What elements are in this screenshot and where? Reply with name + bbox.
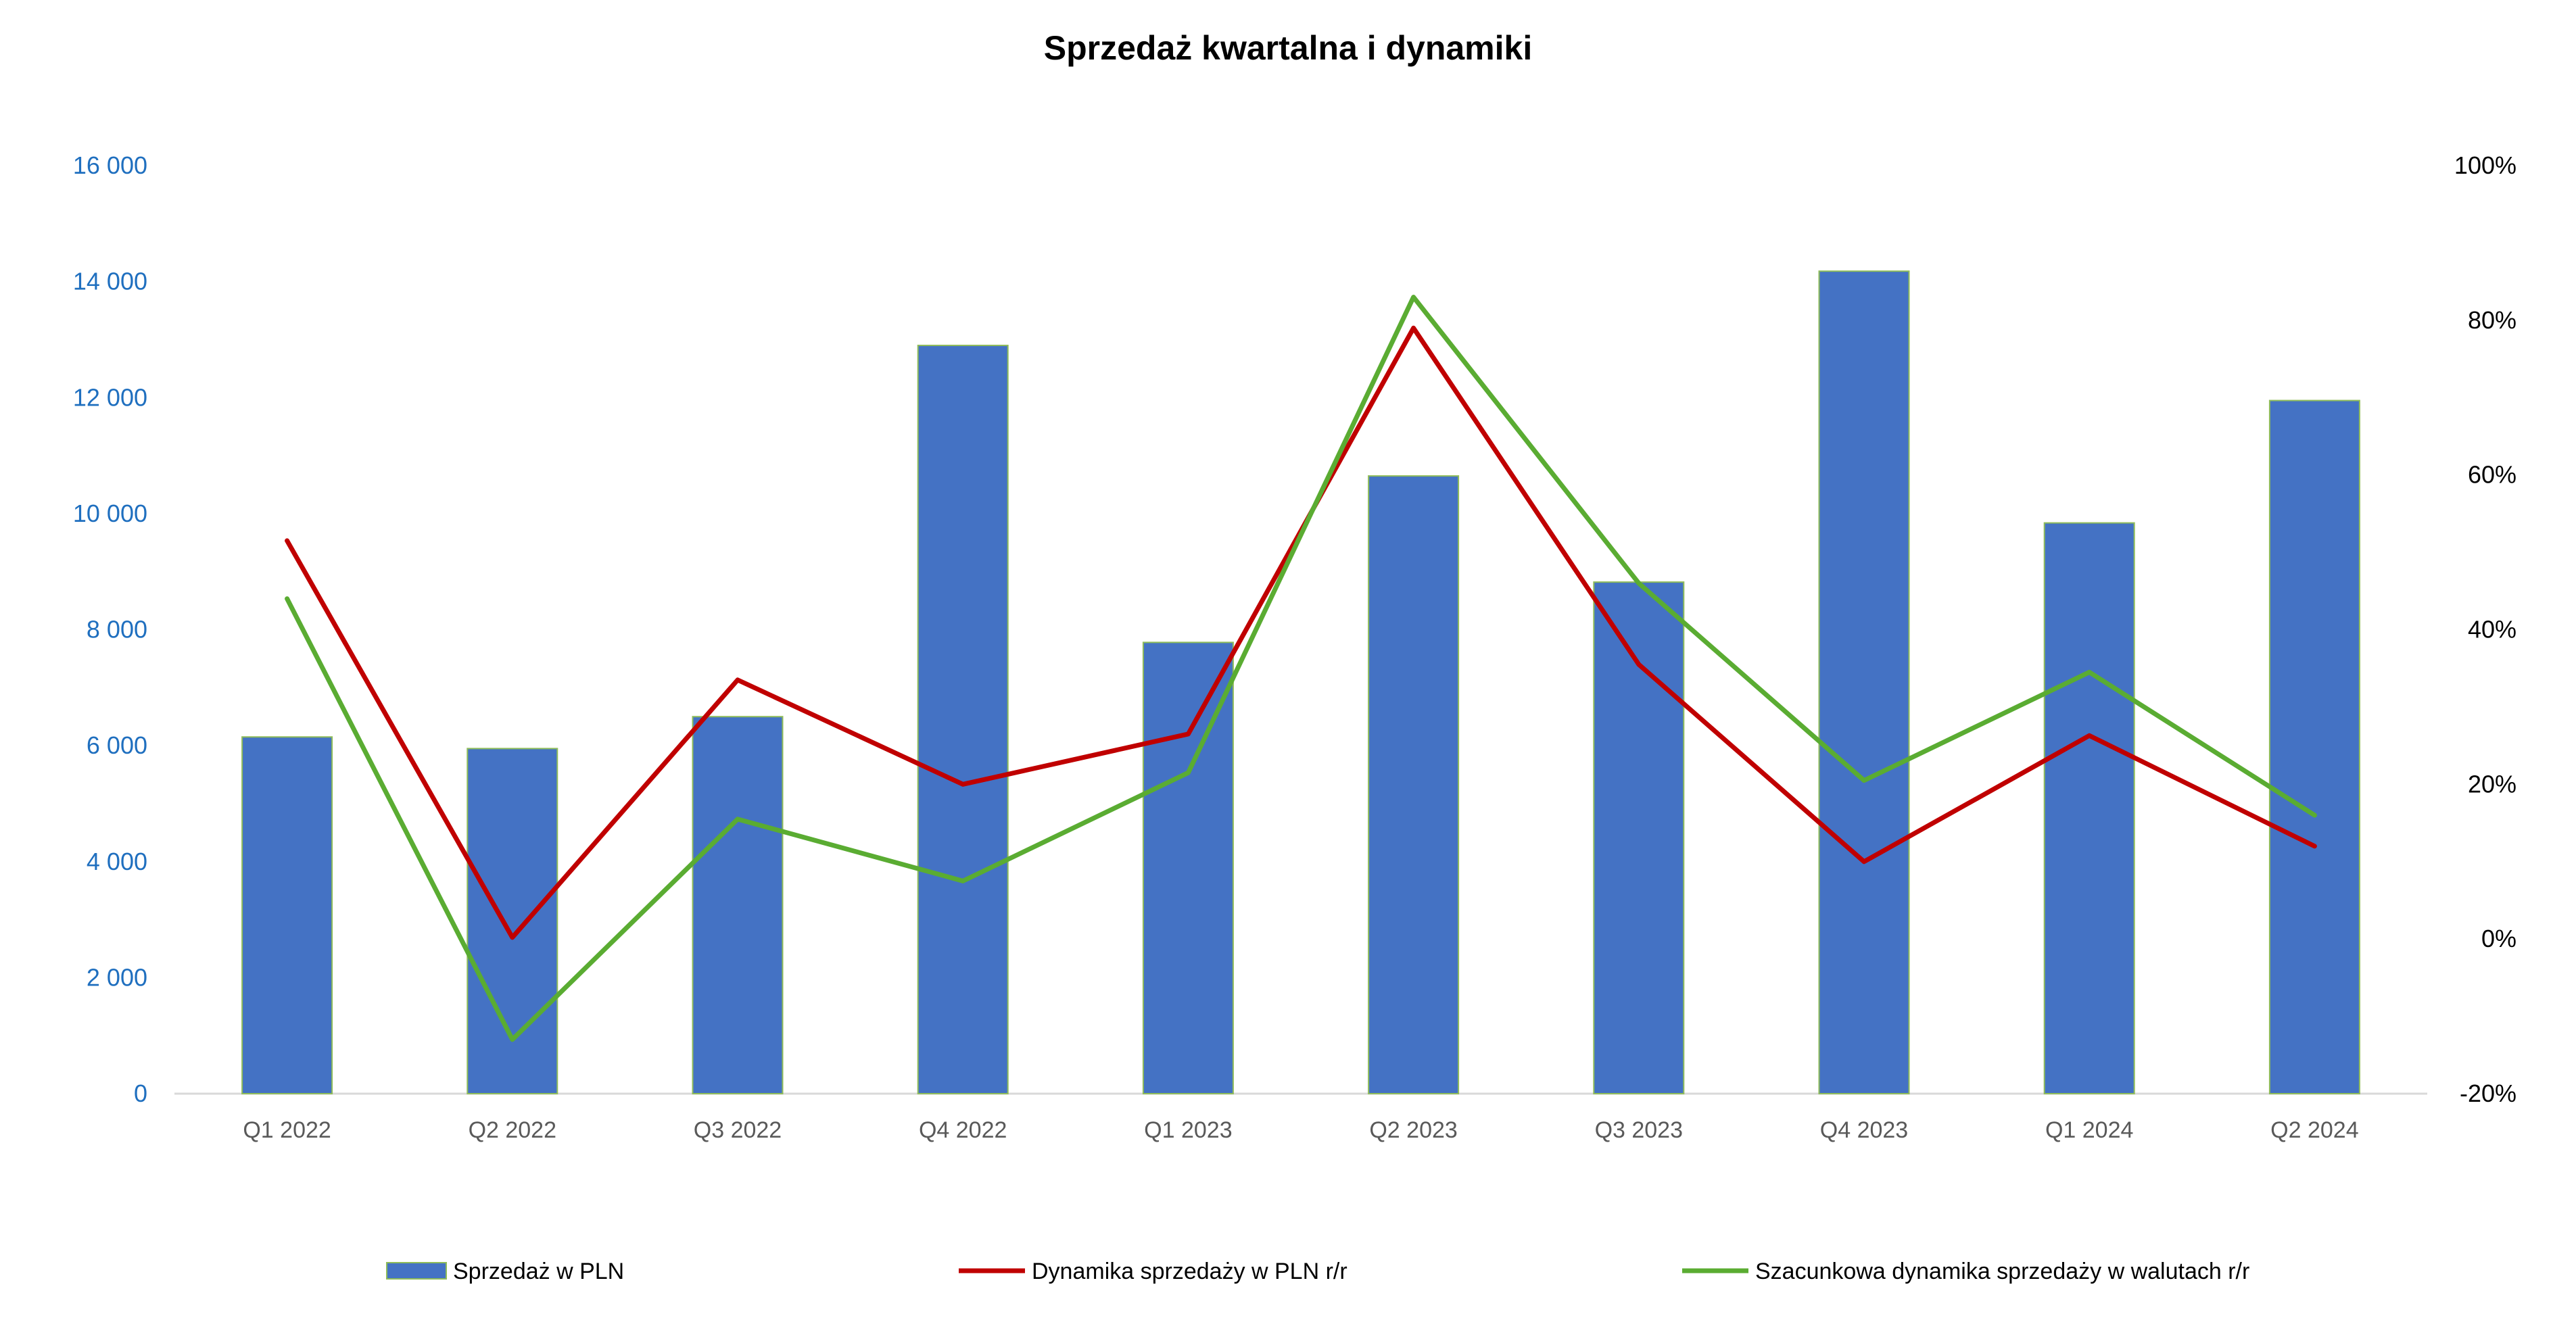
y-right-tick-label: 100% [2454, 151, 2517, 179]
legend-label: Szacunkowa dynamika sprzedaży w walutach… [1755, 1259, 2249, 1284]
bar-sales-pln [692, 716, 784, 1094]
x-tick-label: Q1 2022 [243, 1117, 331, 1143]
bar-sales-pln [917, 345, 1009, 1094]
line-sales-growth-pln [285, 325, 2317, 940]
y-right-tick-label: 0% [2481, 925, 2517, 952]
y-right-tick-label: 60% [2468, 461, 2517, 489]
y-left-tick-label: 12 000 [73, 383, 147, 411]
bar-sales-pln [467, 748, 558, 1095]
y-left-tick-label: 8 000 [87, 616, 147, 643]
x-tick-label: Q4 2023 [1820, 1117, 1908, 1143]
y-left-tick-label: 2 000 [87, 963, 147, 991]
bar-sales-pln [2268, 399, 2360, 1094]
axes-layer: 0 2 000 4 000 6 000 8 000 10 000 12 000 14 000 1… [73, 151, 2517, 1143]
y-right-tick-label: 80% [2468, 306, 2517, 334]
y-left-tick-label: 16 000 [73, 151, 147, 179]
line-sales-growth-currency [285, 295, 2317, 1042]
y-left-tick-label: 4 000 [87, 848, 147, 875]
legend-label: Dynamika sprzedaży w PLN r/r [1032, 1259, 1347, 1284]
x-tick-label: Q1 2024 [2045, 1117, 2133, 1143]
bar-sales-pln [2043, 522, 2135, 1094]
y-left-tick-label: 0 [134, 1079, 147, 1107]
bar-sales-pln [1368, 475, 1460, 1094]
x-tick-label: Q1 2023 [1144, 1117, 1232, 1143]
y-right-tick-label: 40% [2468, 616, 2517, 643]
x-tick-label: Q2 2022 [469, 1117, 556, 1143]
bars-layer [241, 270, 2360, 1095]
x-tick-label: Q4 2022 [919, 1117, 1007, 1143]
y-left-tick-label: 14 000 [73, 268, 147, 295]
bar-sales-pln [1818, 270, 1910, 1095]
bar-sales-pln [241, 736, 333, 1095]
x-tick-label: Q2 2023 [1369, 1117, 1457, 1143]
x-tick-label: Q3 2023 [1595, 1117, 1683, 1143]
y-right-tick-label: -20% [2460, 1079, 2517, 1107]
bar-sales-pln [1593, 581, 1685, 1094]
chart-title: Sprzedaż kwartalna i dynamiki [1044, 29, 1533, 67]
y-left-tick-label: 6 000 [87, 731, 147, 759]
x-tick-label: Q2 2024 [2270, 1117, 2358, 1143]
y-left-tick-label: 10 000 [73, 500, 147, 527]
legend: Sprzedaż w PLN Dynamika sprzedaży w PLN r… [386, 1259, 2249, 1284]
legend-swatch-bar [386, 1262, 447, 1280]
x-tick-label: Q3 2022 [694, 1117, 782, 1143]
bar-sales-pln [1142, 641, 1234, 1094]
legend-label: Sprzedaż w PLN [453, 1259, 624, 1284]
y-right-tick-label: 20% [2468, 770, 2517, 798]
lines-layer [285, 295, 2317, 1042]
